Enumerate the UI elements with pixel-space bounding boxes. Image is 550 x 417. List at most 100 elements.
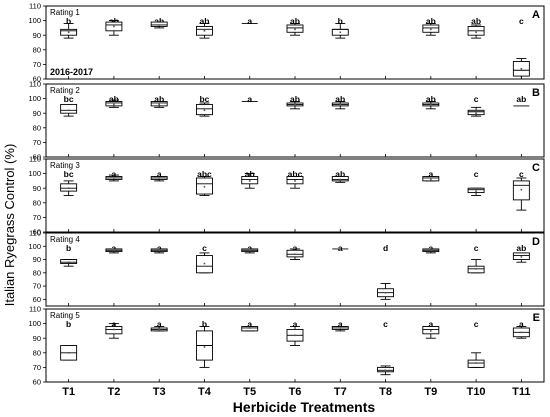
- x-tick-label: T1: [62, 386, 75, 398]
- box-T4: [196, 252, 213, 274]
- mean-marker: [203, 109, 206, 112]
- x-tick-label: T5: [243, 386, 256, 398]
- box-T1: [60, 259, 78, 267]
- significance-letter: a: [112, 169, 117, 179]
- mean-marker: [430, 330, 432, 332]
- significance-letter: a: [157, 319, 162, 329]
- significance-letter: a: [247, 94, 252, 104]
- box-T4: [196, 326, 213, 368]
- box-T7: [331, 23, 349, 39]
- mean-marker: [430, 103, 432, 106]
- significance-letter: c: [474, 169, 479, 179]
- mean-marker: [203, 262, 206, 265]
- significance-letter: ab: [335, 169, 345, 179]
- box-T4: [196, 23, 213, 39]
- y-tick-label: 70: [33, 213, 41, 222]
- x-tick-label: T4: [198, 386, 212, 398]
- y-tick-label: 110: [29, 2, 41, 11]
- panel-letter: D: [532, 236, 540, 248]
- significance-letter: d: [383, 243, 388, 253]
- box-T1: [60, 345, 78, 361]
- x-tick-label: T2: [107, 386, 120, 398]
- significance-letter: a: [247, 319, 252, 329]
- significance-letter: a: [293, 319, 298, 329]
- significance-letter: b: [66, 16, 71, 26]
- box-T2: [105, 174, 123, 182]
- box-T10: [467, 106, 485, 117]
- mean-marker: [339, 178, 342, 181]
- mean-marker: [430, 28, 432, 31]
- mean-marker: [67, 31, 70, 34]
- significance-letter: c: [519, 169, 524, 179]
- box-T8: [377, 365, 394, 376]
- y-tick-label: 70: [33, 60, 41, 69]
- x-tick-label: T8: [379, 386, 392, 398]
- mean-marker: [475, 268, 477, 270]
- mean-marker: [339, 327, 342, 329]
- box-T9: [422, 101, 440, 110]
- y-tick-label: 100: [28, 242, 41, 251]
- mean-marker: [113, 249, 115, 252]
- significance-letter: bc: [199, 94, 209, 104]
- mean-marker: [158, 249, 160, 252]
- significance-letter: ab: [426, 94, 436, 104]
- y-tick-label: 80: [33, 198, 41, 207]
- box-T3: [150, 248, 168, 254]
- y-tick-label: 110: [29, 80, 41, 89]
- significance-letter: bc: [64, 169, 74, 179]
- box-T11: [512, 252, 530, 263]
- y-tick-label: 60: [33, 295, 41, 304]
- y-tick-label: 60: [33, 228, 41, 237]
- x-tick-label: T10: [467, 386, 486, 398]
- significance-letter: a: [428, 243, 433, 253]
- y-tick-label: 90: [33, 255, 41, 264]
- y-axis-title: Italian Ryegrass Control (%): [2, 144, 17, 307]
- significance-letter: bc: [64, 94, 74, 104]
- y-tick-label: 70: [33, 282, 41, 291]
- x-axis-title: Herbicide Treatments: [233, 399, 376, 415]
- mean-marker: [475, 31, 477, 34]
- mean-marker: [430, 249, 432, 252]
- significance-letter: ab: [471, 16, 481, 26]
- mean-marker: [339, 31, 342, 34]
- mean-marker: [475, 362, 477, 364]
- box-T1: [60, 103, 78, 117]
- box-T10: [467, 24, 485, 39]
- mean-marker: [520, 67, 523, 70]
- panel-frame: [45, 158, 545, 233]
- mean-marker: [113, 177, 115, 179]
- significance-letter: ab: [516, 94, 526, 104]
- box-iqr: [60, 103, 78, 114]
- mean-marker: [294, 253, 296, 256]
- panel-letter: A: [532, 9, 540, 21]
- box-T3: [150, 326, 168, 332]
- mean-marker: [294, 28, 296, 31]
- box-T4: [196, 176, 213, 196]
- mean-marker: [158, 177, 160, 179]
- panel-B: 60 70 80 90 100 110 Rating 2 Bbc ab ab bc a ab ab ab c a…: [28, 80, 545, 162]
- y-tick-label: 80: [33, 268, 41, 277]
- y-tick-label: 110: [29, 305, 41, 314]
- mean-marker: [248, 327, 251, 329]
- y-tick-label: 60: [33, 153, 41, 162]
- y-tick-label: 70: [33, 138, 41, 147]
- significance-letter: a: [428, 319, 433, 329]
- mean-marker: [158, 328, 160, 331]
- mean-marker: [67, 261, 70, 263]
- box-T1: [60, 180, 78, 196]
- box-T11: [512, 58, 530, 80]
- significance-letter: a: [112, 243, 117, 253]
- box-T3: [150, 21, 168, 29]
- mean-marker: [520, 188, 523, 191]
- significance-letter: b: [202, 319, 207, 329]
- box-T7: [331, 326, 349, 332]
- mean-marker: [113, 103, 115, 106]
- significance-letter: abc: [197, 169, 212, 179]
- mean-marker: [248, 249, 251, 252]
- mean-marker: [203, 346, 206, 348]
- panel-letter: E: [533, 312, 540, 324]
- y-tick-label: 110: [29, 155, 41, 164]
